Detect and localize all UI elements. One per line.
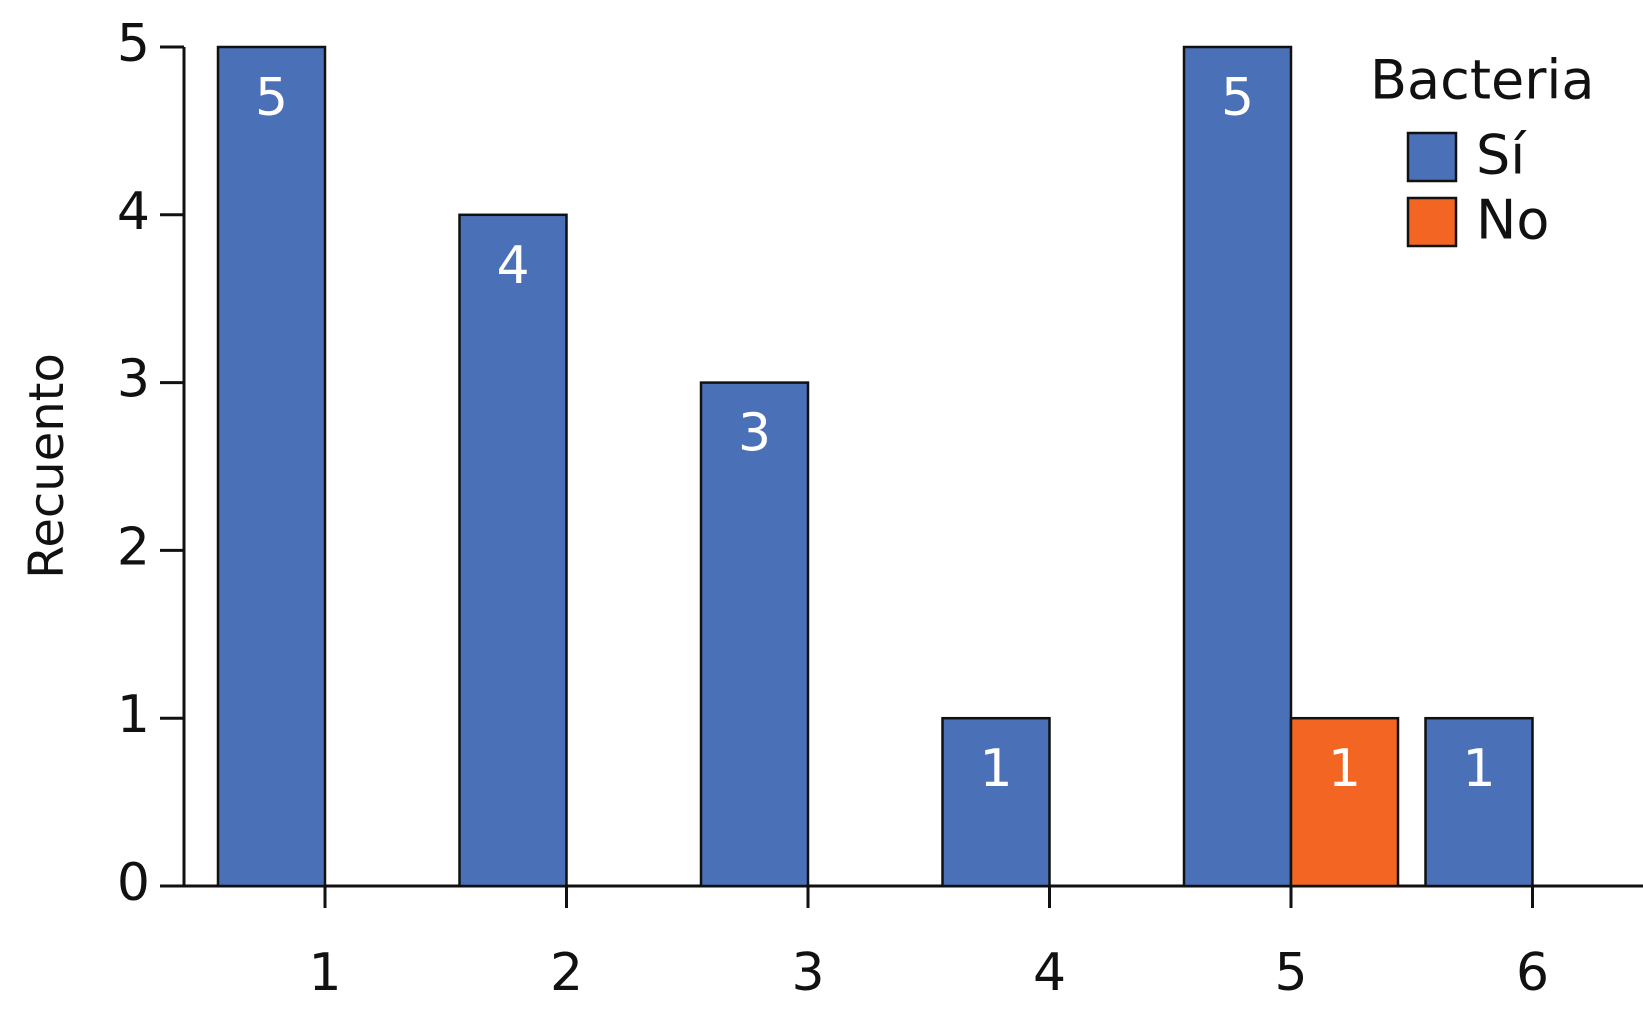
data-label: 1 — [979, 739, 1012, 799]
x-tick-label: 5 — [1274, 943, 1307, 1003]
legend-title: Bacteria — [1370, 49, 1595, 112]
y-tick-label: 5 — [117, 14, 150, 74]
bar — [458, 213, 568, 888]
y-tick-label: 3 — [117, 350, 150, 410]
y-tick-label: 1 — [117, 685, 150, 745]
legend-swatch — [1406, 131, 1458, 183]
data-label: 3 — [738, 404, 771, 464]
bar — [1182, 45, 1293, 888]
y-axis-label: Recuento — [19, 353, 75, 579]
data-label: 5 — [1221, 68, 1254, 128]
legend-label: Sí — [1476, 124, 1527, 187]
data-label: 5 — [255, 68, 288, 128]
bar — [699, 381, 810, 888]
x-tick-label: 6 — [1516, 943, 1549, 1003]
x-tick-label: 1 — [308, 943, 341, 1003]
x-tick-label: 2 — [550, 943, 583, 1003]
legend-swatch — [1406, 196, 1458, 248]
y-tick-label: 4 — [117, 182, 150, 242]
bar — [1424, 716, 1534, 888]
data-label: 1 — [1328, 739, 1361, 799]
y-tick-label: 0 — [117, 853, 150, 913]
y-tick-label: 2 — [117, 517, 150, 577]
data-label: 1 — [1462, 739, 1495, 799]
x-tick-label: 4 — [1033, 943, 1066, 1003]
bar — [941, 716, 1051, 888]
data-label: 4 — [496, 236, 529, 296]
bar — [1289, 716, 1400, 888]
legend-label: No — [1476, 189, 1549, 252]
bar — [216, 45, 327, 888]
x-tick-label: 3 — [791, 943, 824, 1003]
